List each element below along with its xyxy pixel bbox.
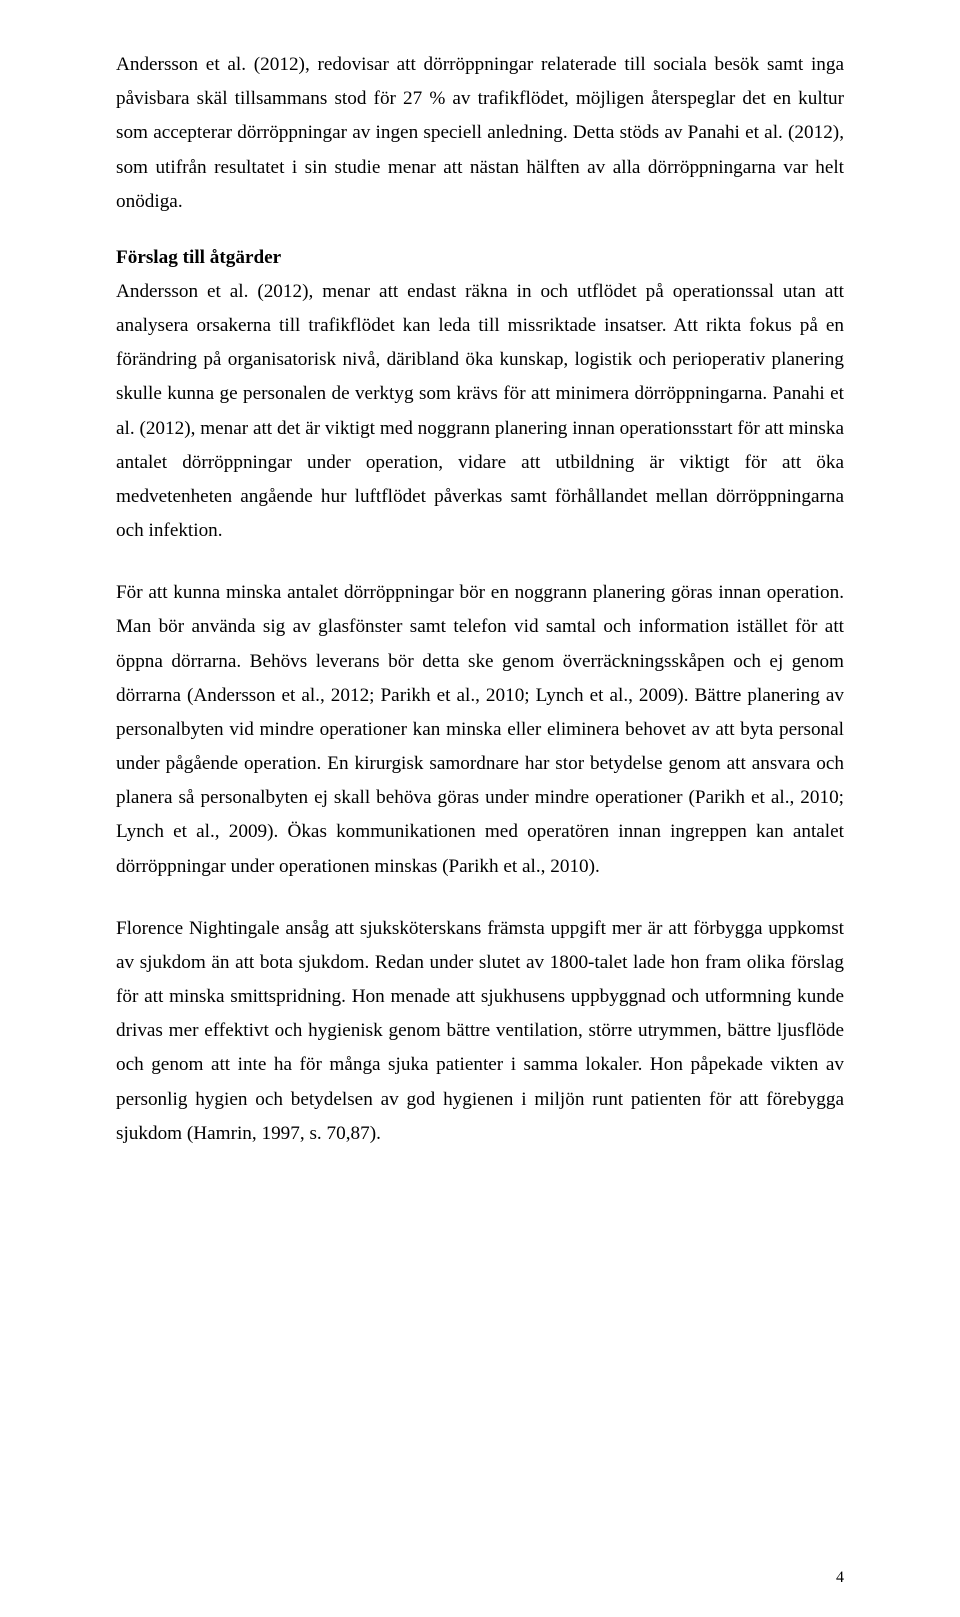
paragraph-2: Andersson et al. (2012), menar att endas… — [116, 275, 844, 548]
heading-forslag: Förslag till åtgärder — [116, 247, 844, 269]
page: Andersson et al. (2012), redovisar att d… — [0, 0, 960, 1617]
paragraph-1: Andersson et al. (2012), redovisar att d… — [116, 48, 844, 219]
paragraph-4: Florence Nightingale ansåg att sjuksköte… — [116, 912, 844, 1151]
page-number: 4 — [836, 1569, 844, 1587]
paragraph-3: För att kunna minska antalet dörröppning… — [116, 576, 844, 884]
